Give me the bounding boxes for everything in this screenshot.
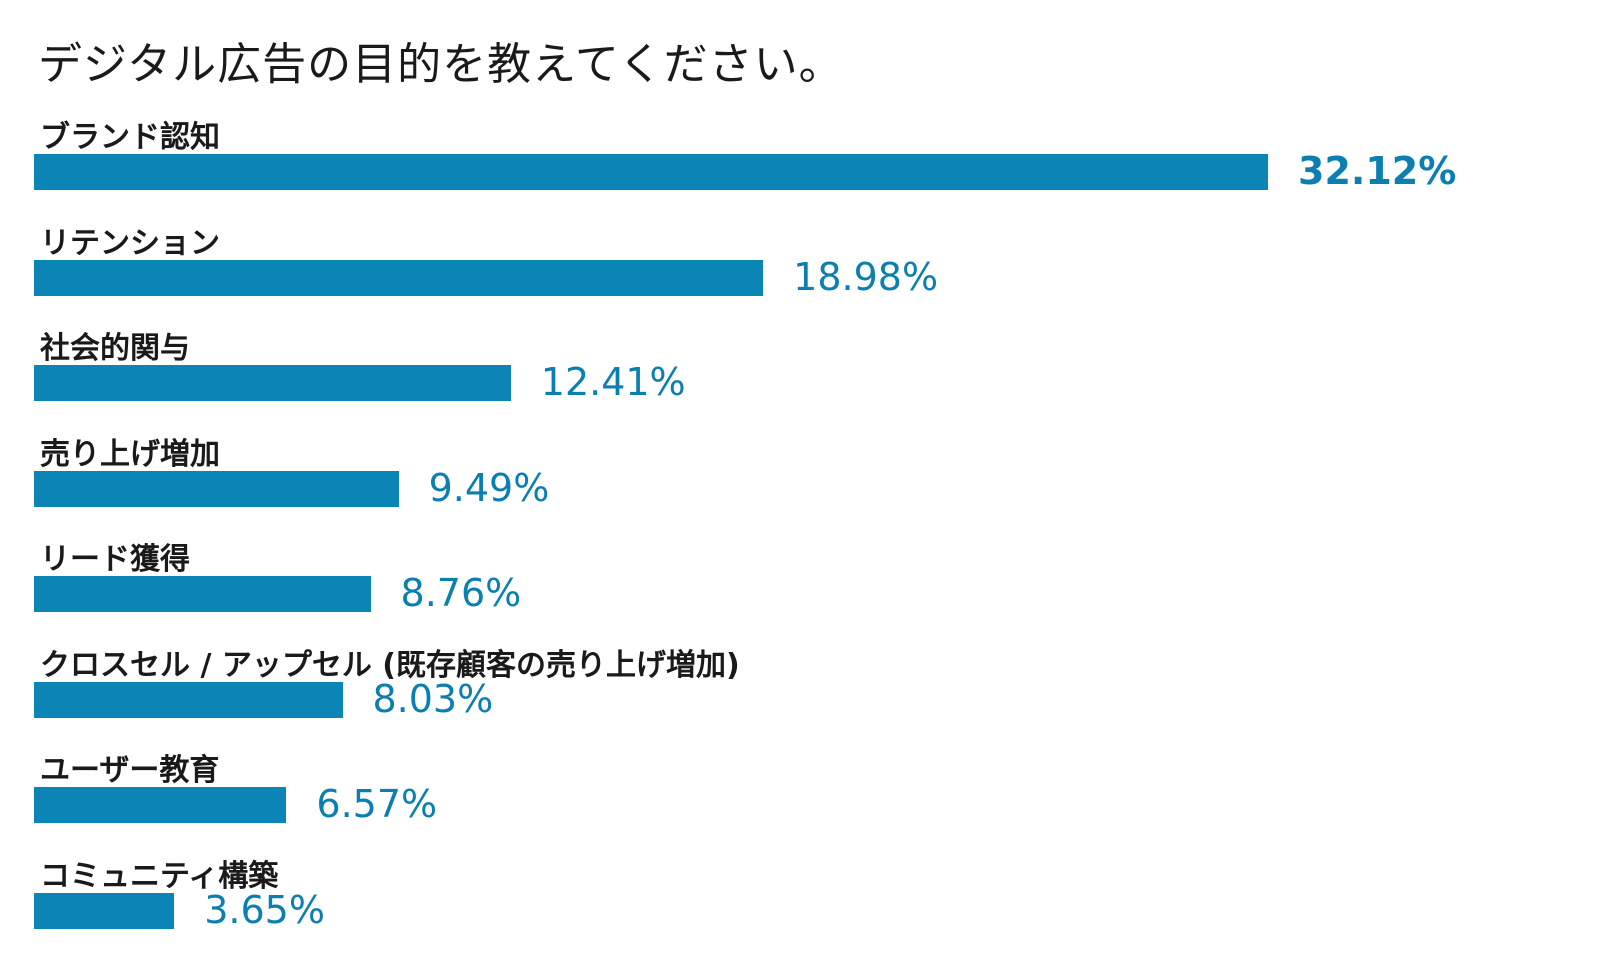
value-label: 8.76%: [400, 571, 522, 615]
bar: [34, 787, 287, 823]
category-label: 社会的関与: [40, 331, 190, 366]
value-label: 32.12%: [1298, 149, 1457, 193]
category-label: リテンション: [40, 225, 220, 261]
bar: [34, 576, 371, 612]
value-label: 9.49%: [428, 465, 550, 510]
category-label: クロスセル / アップセル (既存顧客の売り上げ増加): [40, 647, 740, 683]
bar: [34, 365, 511, 401]
bar: [34, 470, 399, 507]
bar: [34, 892, 175, 929]
category-label: ユーザー教育: [40, 753, 220, 788]
bar: [34, 154, 1268, 190]
category-label: 売り上げ増加: [40, 436, 220, 472]
chart-title: デジタル広告の目的を教えてください。: [38, 39, 844, 90]
bar: [34, 259, 764, 296]
value-label: 3.65%: [204, 887, 325, 932]
category-label: ブランド認知: [40, 120, 220, 155]
value-label: 8.03%: [372, 676, 494, 721]
value-label: 18.98%: [793, 254, 939, 299]
bar: [34, 681, 343, 718]
category-label: コミュニティ構築: [40, 858, 279, 894]
value-label: 6.57%: [316, 782, 438, 826]
category-label: リード獲得: [40, 542, 190, 577]
value-label: 12.41%: [540, 360, 686, 404]
